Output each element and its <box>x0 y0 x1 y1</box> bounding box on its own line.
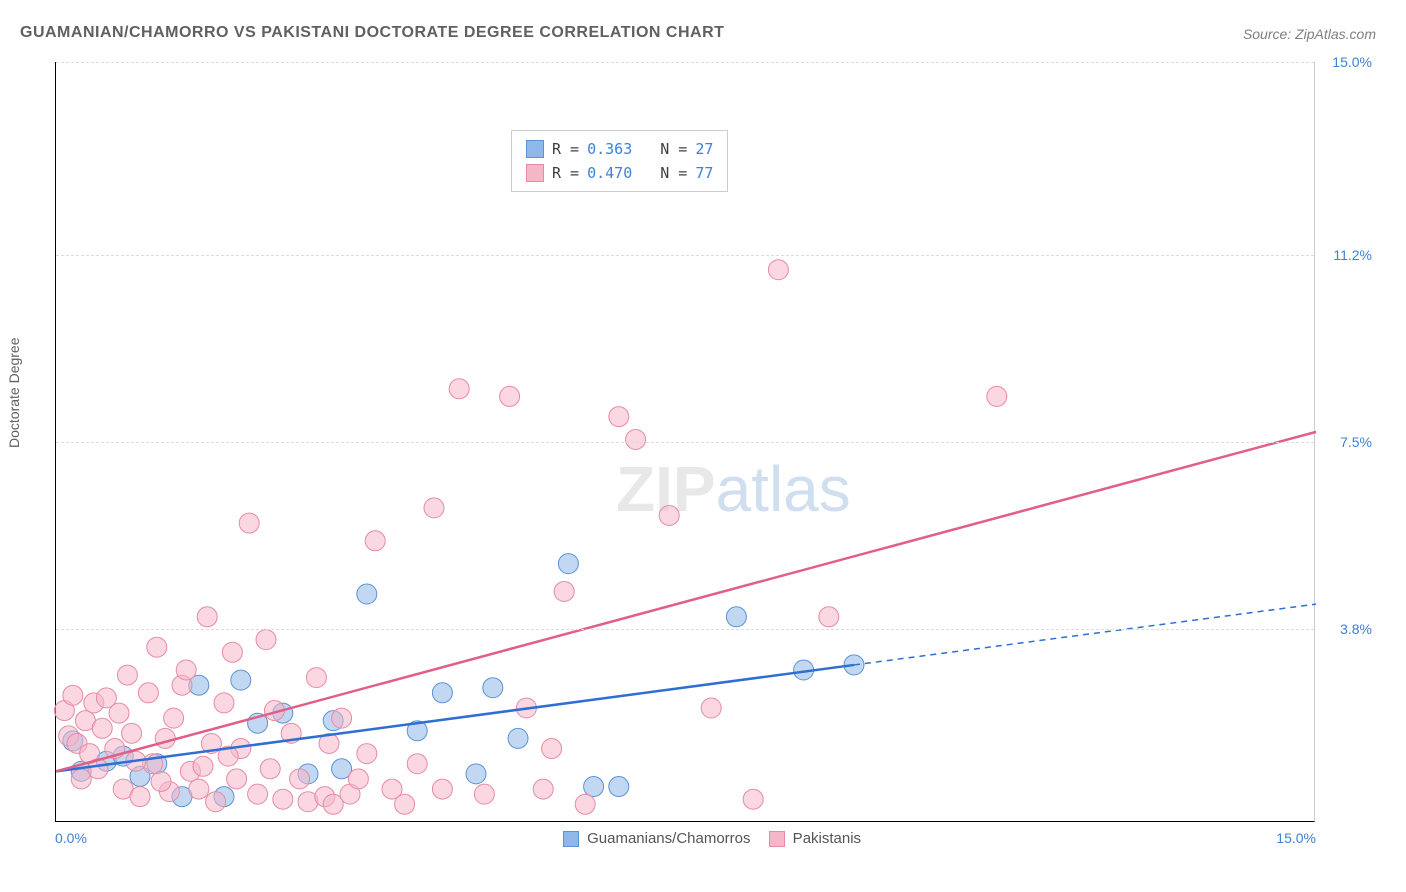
data-point <box>554 581 574 601</box>
y-axis-label: Doctorate Degree <box>6 337 22 448</box>
trend-line-extrapolated <box>854 604 1316 665</box>
legend-label: Pakistanis <box>789 830 862 847</box>
data-point <box>256 630 276 650</box>
data-point <box>584 777 604 797</box>
n-value: 77 <box>695 161 713 185</box>
data-point <box>449 379 469 399</box>
data-point <box>542 739 562 759</box>
plot-area: ZIPatlas R = 0.363N = 27R = 0.470N = 77 … <box>55 62 1315 822</box>
data-point <box>130 787 150 807</box>
n-value: 27 <box>695 137 713 161</box>
correlation-chart: GUAMANIAN/CHAMORRO VS PAKISTANI DOCTORAT… <box>0 0 1406 892</box>
legend-stat-row: R = 0.363 N = 27 <box>526 137 713 161</box>
data-point <box>332 708 352 728</box>
data-point <box>227 769 247 789</box>
trend-line <box>56 432 1316 771</box>
data-point <box>155 728 175 748</box>
data-point <box>424 498 444 518</box>
data-point <box>474 784 494 804</box>
data-point <box>176 660 196 680</box>
data-point <box>508 728 528 748</box>
data-point <box>365 531 385 551</box>
gridline <box>56 629 1314 630</box>
data-point <box>231 670 251 690</box>
data-point <box>819 607 839 627</box>
gridline <box>56 255 1314 256</box>
data-point <box>357 584 377 604</box>
data-point <box>743 789 763 809</box>
r-label: R = <box>552 161 579 185</box>
y-tick-label: 7.5% <box>1340 434 1372 450</box>
data-point <box>138 683 158 703</box>
r-value: 0.363 <box>587 137 632 161</box>
r-label: R = <box>552 137 579 161</box>
data-point <box>147 637 167 657</box>
data-point <box>193 756 213 776</box>
data-point <box>197 607 217 627</box>
gridline <box>56 62 1314 63</box>
data-point <box>357 744 377 764</box>
y-tick-label: 15.0% <box>1332 54 1372 70</box>
data-point <box>575 794 595 814</box>
data-point <box>206 792 226 812</box>
data-point <box>260 759 280 779</box>
chart-title: GUAMANIAN/CHAMORRO VS PAKISTANI DOCTORAT… <box>20 24 724 42</box>
y-tick-label: 11.2% <box>1333 247 1372 263</box>
legend-swatch <box>563 831 579 847</box>
data-point <box>239 513 259 533</box>
data-point <box>483 678 503 698</box>
legend-swatch <box>769 831 785 847</box>
data-point <box>151 771 171 791</box>
y-tick-label: 3.8% <box>1340 621 1372 637</box>
data-point <box>432 683 452 703</box>
data-point <box>659 505 679 525</box>
n-label: N = <box>660 161 687 185</box>
data-point <box>63 685 83 705</box>
data-point <box>189 779 209 799</box>
data-point <box>306 668 326 688</box>
data-point <box>273 789 293 809</box>
data-point <box>395 794 415 814</box>
data-point <box>466 764 486 784</box>
data-point <box>987 386 1007 406</box>
data-point <box>214 693 234 713</box>
legend-label: Guamanians/Chamorros <box>583 830 751 847</box>
data-point <box>726 607 746 627</box>
legend-stat-row: R = 0.470 N = 77 <box>526 161 713 185</box>
legend-swatch <box>526 164 544 182</box>
gridline <box>56 442 1314 443</box>
data-point <box>609 777 629 797</box>
data-point <box>248 784 268 804</box>
data-point <box>117 665 137 685</box>
data-point <box>290 769 310 789</box>
data-point <box>500 386 520 406</box>
data-point <box>122 723 142 743</box>
n-label: N = <box>660 137 687 161</box>
legend-swatch <box>526 140 544 158</box>
data-point <box>533 779 553 799</box>
r-value: 0.470 <box>587 161 632 185</box>
legend-stats: R = 0.363 N = 27 R = 0.470 N = 77 <box>511 130 728 192</box>
data-point <box>348 769 368 789</box>
data-point <box>92 718 112 738</box>
data-point <box>558 554 578 574</box>
data-point <box>701 698 721 718</box>
source-label: Source: ZipAtlas.com <box>1243 26 1376 42</box>
data-point <box>768 260 788 280</box>
data-point <box>109 703 129 723</box>
data-point <box>432 779 452 799</box>
data-point <box>222 642 242 662</box>
legend-bottom: Guamanians/Chamorros Pakistanis <box>0 830 1406 847</box>
data-point <box>164 708 184 728</box>
data-point <box>609 407 629 427</box>
data-point <box>407 754 427 774</box>
data-point <box>626 429 646 449</box>
